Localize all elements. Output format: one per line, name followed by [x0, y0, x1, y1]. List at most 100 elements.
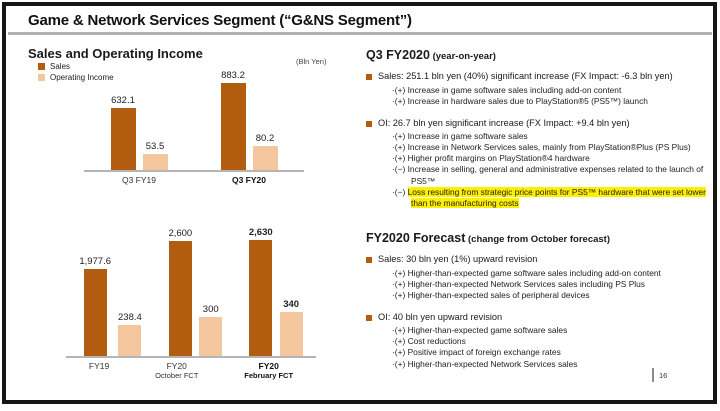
sub-bullet-sign: ·(+) [392, 347, 408, 358]
sub-bullet-item: ·(+) Higher-than-expected sales of perip… [366, 290, 712, 301]
operating-income-bar [142, 154, 168, 170]
sales-bar-unit: 632.1 [110, 95, 136, 170]
bar-value-label: 80.2 [255, 133, 275, 144]
bullet-block: OI: 40 bln yen upward revision ·(+) Highe… [366, 312, 712, 370]
operating-income-bar-unit: 80.2 [252, 133, 278, 170]
sub-bullet-sign: ·(+) [392, 267, 408, 278]
sub-bullet-text: Increase in hardware sales due to PlaySt… [407, 95, 648, 106]
category-label-sub: October FCT [155, 371, 199, 381]
sub-bullet-text: Increase in selling, general and adminis… [407, 164, 704, 186]
sales-bar-unit: 1,977.6 [79, 256, 111, 356]
sub-bullet-item: ·(+) Higher profit margins on PlayStatio… [366, 153, 712, 164]
bar-value-label: 340 [283, 299, 300, 310]
bar-value-label: 632.1 [111, 95, 135, 106]
sub-bullet-sign: ·(+) [392, 336, 408, 347]
slide-title: Game & Network Services Segment (“G&NS S… [28, 12, 412, 29]
sales-bar [83, 269, 107, 356]
bullet-text: Sales: 251.1 bln yen (40%) significant i… [378, 71, 673, 81]
sub-bullet-text: Higher-than-expected game software sales [407, 325, 568, 336]
chart-fiscal-year-plot: 1,977.6 238.4 2,600 300 2,630 340 [66, 224, 316, 358]
category-label-main: FY20 [166, 361, 187, 371]
sub-bullet-text: Increase in game software sales [407, 131, 528, 142]
section-heading-note: (change from October forecast) [465, 234, 610, 245]
sub-bullet-text: Positive impact of foreign exchange rate… [407, 347, 561, 358]
operating-income-bar-unit: 300 [199, 304, 223, 356]
sub-bullet-sign: ·(+) [392, 358, 408, 369]
bar-value-label: 238.4 [118, 312, 142, 323]
bullet-text: Sales: 30 bln yen (1%) upward revision [378, 254, 538, 264]
section-heading-note: (year-on-year) [429, 51, 496, 62]
sub-bullet-item: ·(−) Loss resulting from strategic price… [366, 186, 712, 209]
category-label-main: FY20 [258, 361, 279, 371]
category-label: FY19 [89, 361, 109, 380]
category-label: FY20 February FCT [244, 361, 293, 380]
bullet-square-icon [366, 314, 372, 321]
sub-bullet-text: Higher-than-expected Network Services sa… [407, 358, 578, 369]
sub-bullet-item: ·(+) Higher-than-expected Network Servic… [366, 279, 712, 290]
section-heading: FY2020 Forecast (change from October for… [366, 229, 712, 247]
bar-group: 632.1 53.5 [110, 95, 168, 170]
sub-bullet-item: ·(−) Increase in selling, general and ad… [366, 164, 712, 186]
sub-bullet-item: ·(+) Higher-than-expected Network Servic… [366, 359, 712, 370]
bullet-square-icon [366, 257, 372, 263]
sub-bullet-sign: ·(+) [392, 131, 408, 142]
section-heading-main: FY2020 Forecast [366, 231, 466, 245]
bullet-block: Sales: 251.1 bln yen (40%) significant i… [366, 71, 712, 107]
chart-fiscal-year: 1,977.6 238.4 2,600 300 2,630 340 FY19 FY20 Oct… [66, 224, 316, 380]
sub-bullet-sign: ·(+) [392, 289, 408, 300]
unit-label: (Bln Yen) [296, 57, 327, 66]
legend-swatch-icon [38, 74, 45, 81]
bullet-item: OI: 40 bln yen upward revision [366, 312, 712, 324]
sub-bullet-item: ·(+) Cost reductions [366, 336, 712, 347]
chart-legend: Sales Operating Income [38, 61, 114, 83]
bar-value-label: 53.5 [145, 141, 165, 152]
bullet-item: OI: 26.7 bln yen significant increase (F… [366, 118, 712, 130]
sub-bullet-text: Higher-than-expected game software sales… [407, 267, 661, 278]
bullet-block: Sales: 30 bln yen (1%) upward revision ·(… [366, 254, 712, 301]
sub-bullet-sign: ·(+) [392, 142, 408, 153]
sub-bullet-text: Cost reductions [407, 336, 466, 347]
sales-bar-unit: 883.2 [220, 70, 246, 170]
sub-bullet-item: ·(+) Increase in game software sales inc… [366, 85, 712, 96]
bullet-item: Sales: 30 bln yen (1%) upward revision [366, 254, 712, 266]
page-number-divider [652, 368, 654, 382]
sub-bullet-sign: ·(−) [392, 186, 408, 197]
sales-bar [110, 108, 136, 170]
category-label-main: FY19 [88, 361, 110, 371]
bar-value-label: 883.2 [221, 70, 245, 81]
bar-group: 883.2 80.2 [220, 70, 278, 170]
bar-value-label: 2,600 [168, 228, 193, 239]
sub-bullet-text: Higher-than-expected Network Services sa… [407, 278, 645, 289]
sub-bullet-sign: ·(+) [392, 153, 408, 164]
sub-bullet-sign: ·(+) [392, 325, 408, 336]
sub-bullet-text: Higher-than-expected sales of peripheral… [407, 289, 590, 300]
sub-bullet-sign: ·(+) [392, 84, 408, 95]
section-heading: Q3 FY2020 (year-on-year) [366, 46, 712, 64]
sub-bullet-text: Increase in Network Services sales, main… [407, 142, 691, 153]
operating-income-bar-unit: 53.5 [142, 141, 168, 170]
sales-bar [249, 240, 273, 356]
legend-item: Operating Income [38, 72, 114, 83]
sub-bullet-sign: ·(+) [392, 95, 408, 106]
category-label-main: Q3 FY20 [231, 175, 267, 185]
right-section: Q3 FY2020 (year-on-year) Sales: 251.1 bln… [366, 46, 712, 220]
sub-bullet-sign: ·(+) [392, 278, 408, 289]
operating-income-bar [252, 146, 278, 170]
category-label: Q3 FY20 [232, 175, 266, 185]
bullet-square-icon [366, 74, 372, 80]
legend-swatch-icon [38, 63, 45, 70]
title-rule [8, 32, 712, 35]
bullet-text: OI: 40 bln yen upward revision [378, 311, 503, 322]
sub-bullet-text: Higher profit margins on PlayStation®4 h… [407, 153, 590, 164]
bullet-text: OI: 26.7 bln yen significant increase (F… [378, 117, 630, 128]
sub-bullet-item: ·(+) Positive impact of foreign exchange… [366, 347, 712, 358]
category-label-sub: February FCT [244, 371, 294, 381]
operating-income-bar-unit: 238.4 [118, 312, 142, 356]
sub-bullet-text: Loss resulting from strategic price poin… [407, 186, 706, 208]
operating-income-bar-unit: 340 [279, 299, 303, 356]
bar-group: 2,630 340 [249, 227, 303, 356]
bar-value-label: 2,630 [248, 227, 273, 238]
legend-label: Sales [50, 62, 71, 71]
right-panel: Q3 FY2020 (year-on-year) Sales: 251.1 bln… [366, 46, 712, 376]
